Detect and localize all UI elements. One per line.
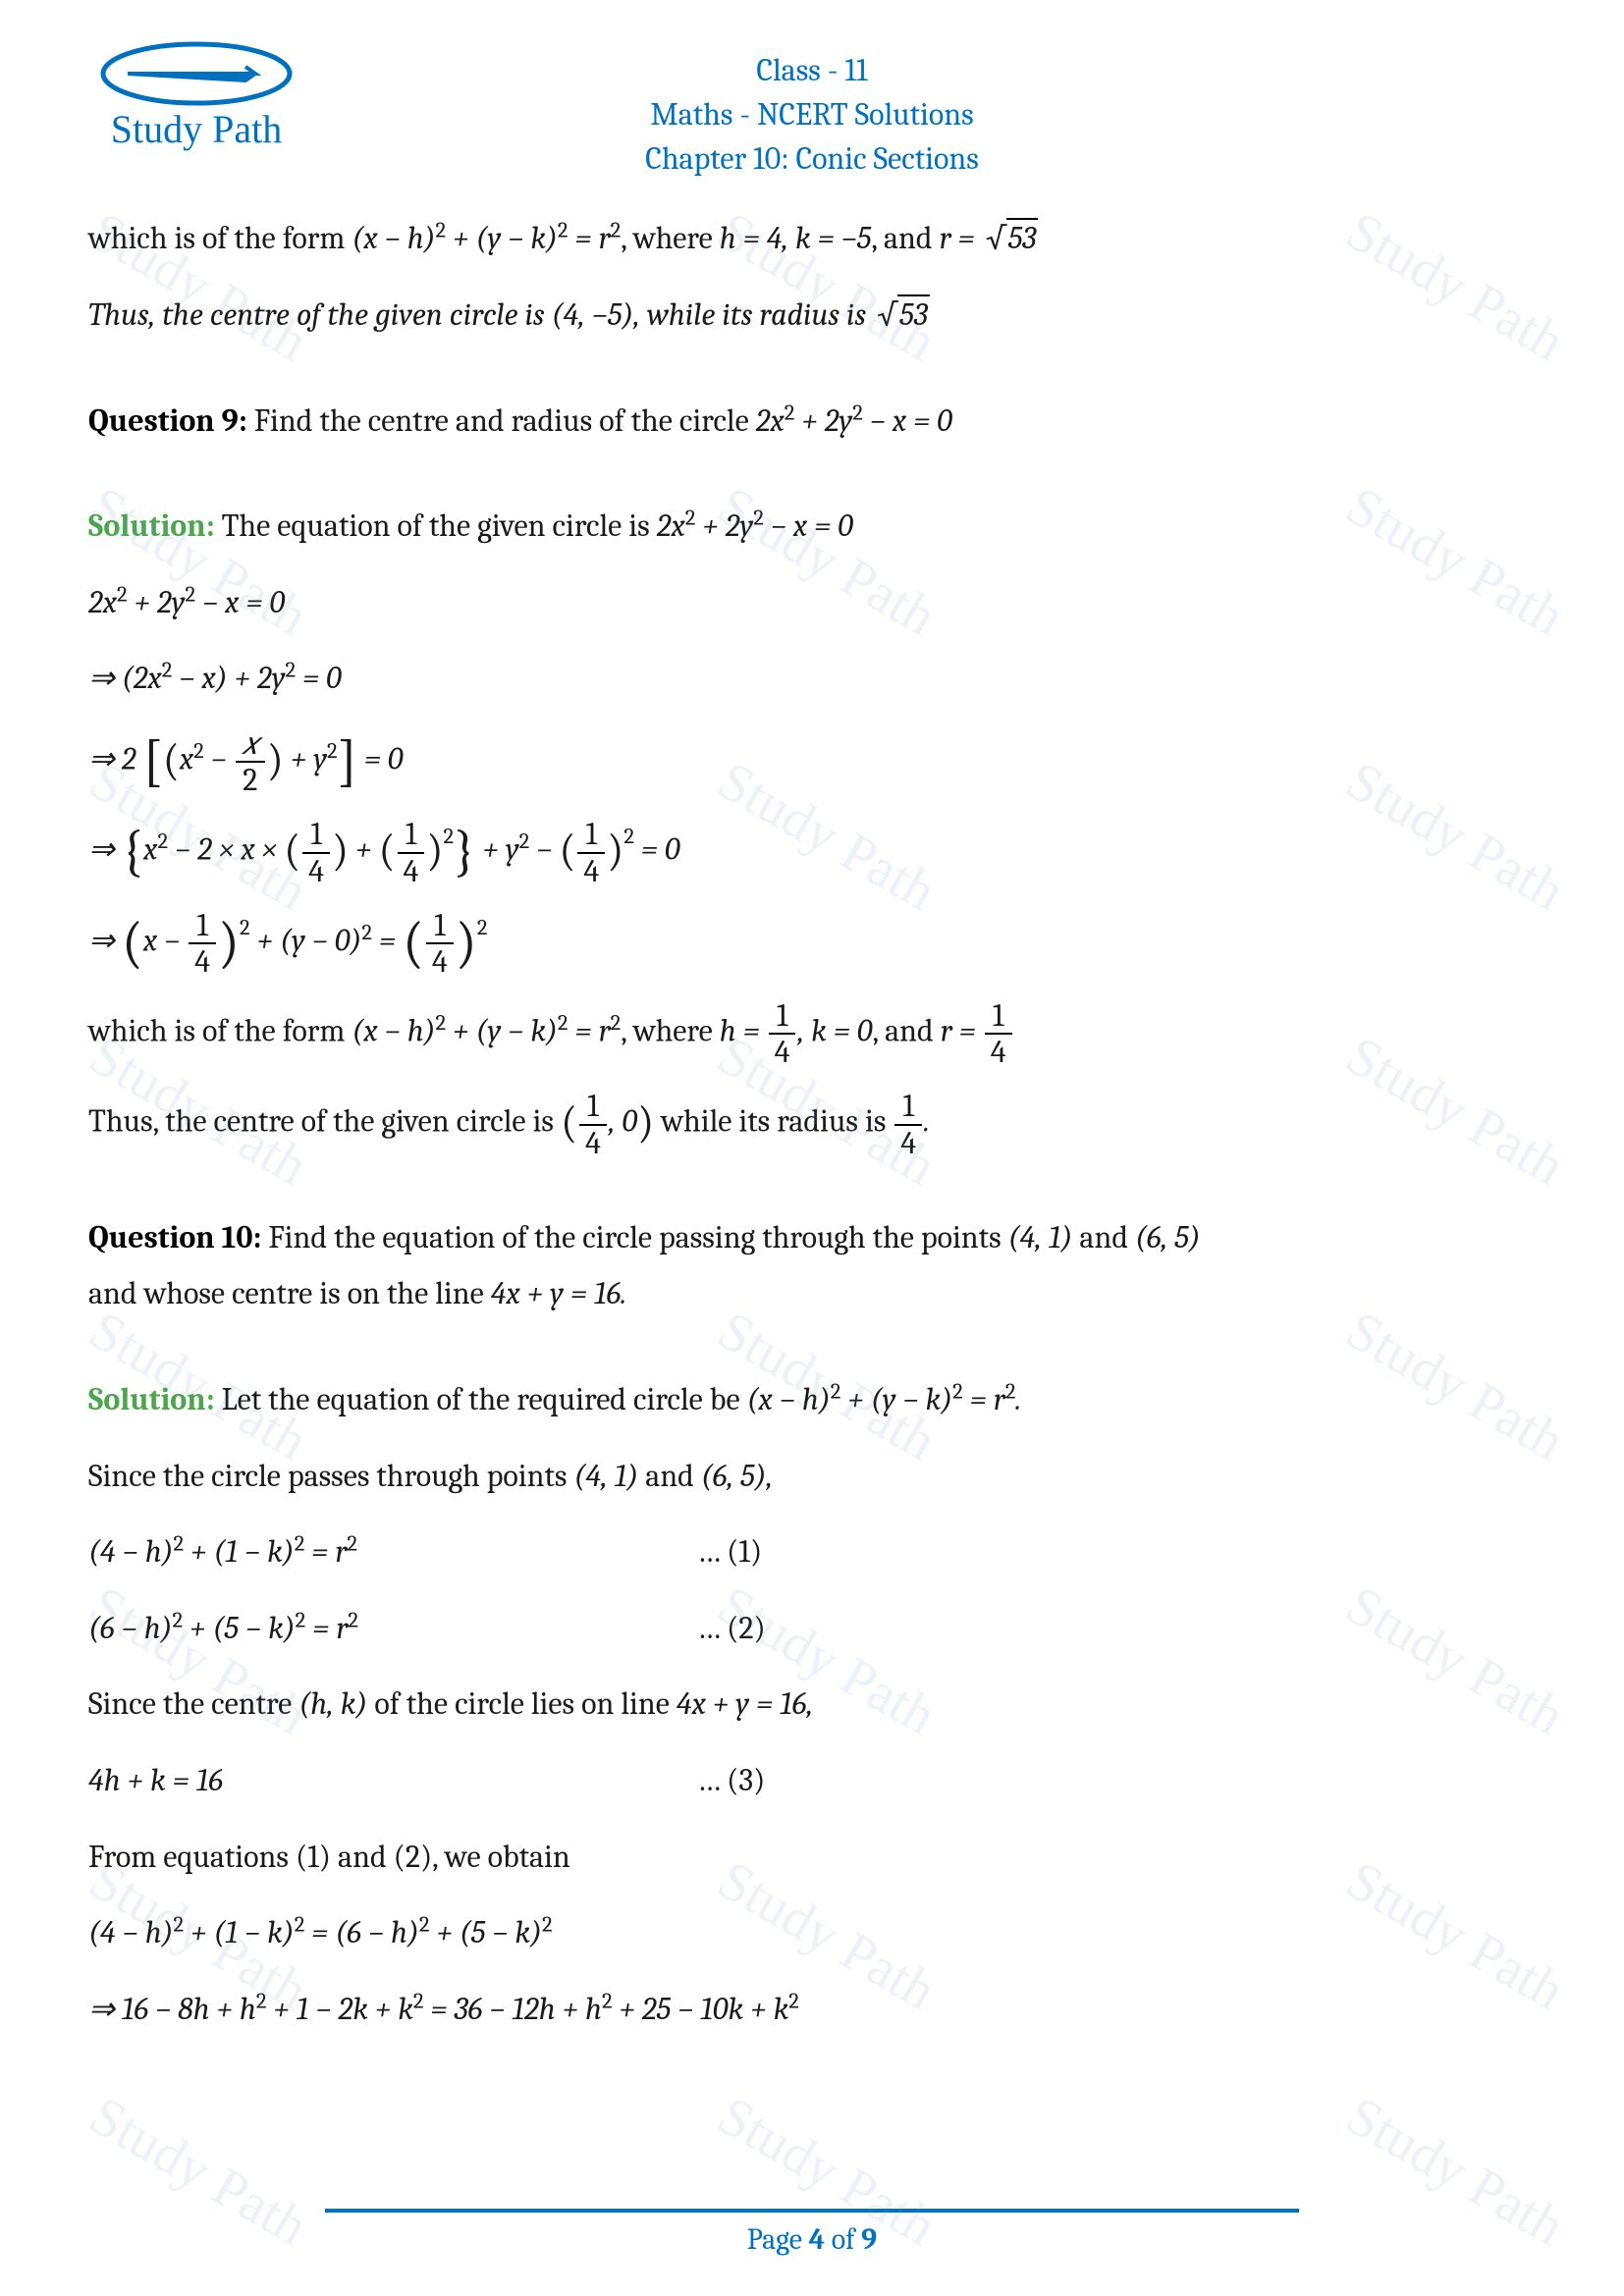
q10-label: Question 10: <box>88 1219 261 1255</box>
q10-passes-through: Since the circle passes through points (… <box>88 1448 1536 1505</box>
q10-from-equations: From equations (1) and (2), we obtain <box>88 1829 1536 1886</box>
q9-step3: ⇒ 2 [(x2 − 𝑥2) + y2] = 0 <box>88 726 1536 797</box>
eq2-label: … (2) <box>697 1600 766 1657</box>
header-chapter: Chapter 10: Conic Sections <box>88 137 1536 182</box>
page-total: 9 <box>861 2222 877 2257</box>
svg-text:Study Path: Study Path <box>111 107 282 151</box>
q10-eq3: 4h + k = 16 … (3) <box>88 1752 1536 1809</box>
q9-solution-label: Solution: <box>88 507 215 544</box>
q10-solution-label: Solution: <box>88 1381 215 1417</box>
question-10: Question 10: Find the equation of the ci… <box>88 1209 1536 1322</box>
page-current: 4 <box>809 2222 826 2257</box>
q9-step2: ⇒ (2x2 − x) + 2y2 = 0 <box>88 650 1536 707</box>
q9-conclusion: Thus, the centre of the given circle is … <box>88 1089 1536 1159</box>
q9-solution-intro: Solution: The equation of the given circ… <box>88 498 1536 555</box>
footer-page-number: Page 4 of 9 <box>0 2222 1624 2257</box>
q10-expand2: ⇒ 16 − 8h + h2 + 1 − 2k + k2 = 36 − 12h … <box>88 1981 1536 2038</box>
header-class: Class - 11 <box>88 49 1536 93</box>
page-header: Study Path Class - 11 Maths - NCERT Solu… <box>88 49 1536 181</box>
page-label: Page <box>747 2222 809 2257</box>
page-of: of <box>825 2222 861 2257</box>
brand-logo: Study Path <box>88 39 304 157</box>
intro-conclusion: Thus, the centre of the given circle is … <box>88 287 1536 344</box>
q9-step4: ⇒ {x2 − 2 × x × (14) + (14)2} + y2 − (14… <box>88 817 1536 887</box>
q9-form-line: which is of the form (x − h)2 + (y − k)2… <box>88 998 1536 1069</box>
header-subject: Maths - NCERT Solutions <box>88 93 1536 137</box>
q10-expand1: (4 − h)2 + (1 − k)2 = (6 − h)2 + (5 − k)… <box>88 1904 1536 1961</box>
q9-step1: 2x2 + 2y2 − x = 0 <box>88 574 1536 631</box>
q10-eq2: (6 − h)2 + (5 − k)2 = r2 … (2) <box>88 1600 1536 1657</box>
content-body: which is of the form (x − h)2 + (y − k)2… <box>88 210 1536 2037</box>
intro-form-line: which is of the form (x − h)2 + (y − k)2… <box>88 210 1536 267</box>
page-footer: Page 4 of 9 <box>0 2209 1624 2257</box>
question-9: Question 9: Find the centre and radius o… <box>88 393 1536 450</box>
q9-step5: ⇒ (x − 14)2 + (y − 0)2 = (14)2 <box>88 908 1536 979</box>
footer-divider <box>325 2209 1299 2213</box>
intro-conclusion-text: Thus, the centre of the given circle is … <box>88 296 873 333</box>
q10-eq1: (4 − h)2 + (1 − k)2 = r2 … (1) <box>88 1523 1536 1580</box>
q10-solution-intro: Solution: Let the equation of the requir… <box>88 1371 1536 1428</box>
page-container: Study Path Class - 11 Maths - NCERT Solu… <box>0 0 1624 2296</box>
q9-label: Question 9: <box>88 402 247 439</box>
eq3-label: … (3) <box>697 1752 765 1809</box>
eq1-label: … (1) <box>697 1523 762 1580</box>
q10-centre-on-line: Since the centre (h, k) of the circle li… <box>88 1676 1536 1733</box>
